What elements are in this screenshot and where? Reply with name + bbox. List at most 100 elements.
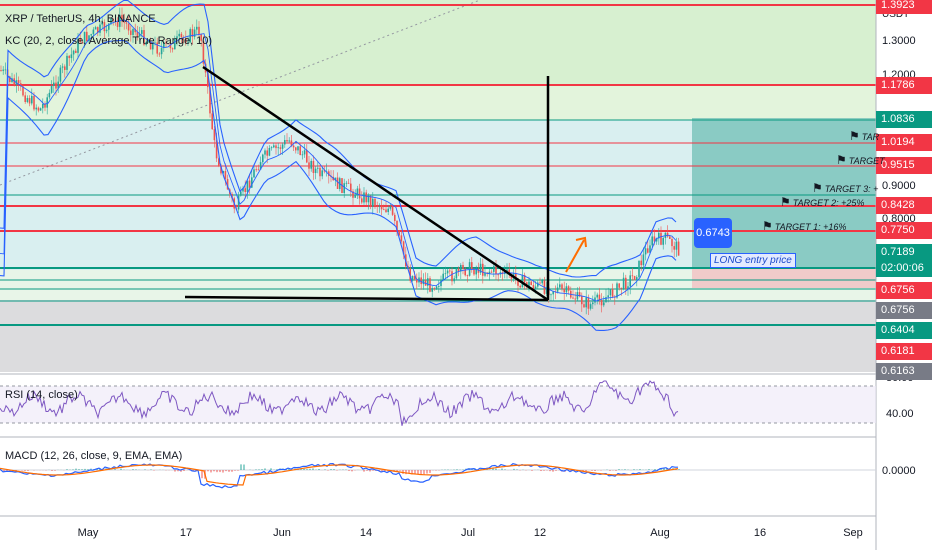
candle-body bbox=[662, 237, 664, 245]
lower-zone-fill bbox=[0, 300, 876, 372]
candle-body bbox=[70, 54, 73, 59]
macd-histogram-bar bbox=[303, 468, 305, 470]
candle-body bbox=[622, 277, 625, 289]
candle-body bbox=[77, 38, 79, 53]
macd-histogram-bar bbox=[261, 469, 263, 470]
level-badge: 1.3923 bbox=[876, 0, 932, 14]
candle-body bbox=[319, 167, 321, 177]
macd-histogram-bar bbox=[408, 470, 410, 474]
dotted-trendline[interactable] bbox=[0, 0, 481, 186]
candle-body bbox=[167, 43, 169, 45]
kc-indicator-label[interactable]: KC (20, 2, close, Average True Range, 10… bbox=[5, 35, 213, 47]
price-tick: 0.9000 bbox=[882, 180, 916, 192]
candle-body bbox=[176, 36, 178, 39]
candle-body bbox=[334, 177, 337, 181]
candle-body bbox=[112, 18, 114, 21]
macd-histogram-bar bbox=[330, 469, 332, 470]
candle-body bbox=[50, 86, 53, 93]
candle-body bbox=[633, 276, 636, 281]
macd-histogram-bar bbox=[54, 470, 56, 471]
horizontal-support-trendline[interactable] bbox=[184, 295, 549, 302]
rsi-pane-label[interactable]: RSI (14, close) bbox=[5, 389, 78, 401]
macd-pane-label[interactable]: MACD (12, 26, close, 9, EMA, EMA) bbox=[5, 450, 183, 462]
level-badge: 0.8428 bbox=[876, 197, 932, 214]
macd-histogram-bar bbox=[624, 469, 626, 470]
candle-body bbox=[169, 43, 172, 49]
candle-body bbox=[209, 87, 211, 114]
candle-body bbox=[72, 50, 75, 55]
macd-histogram-bar bbox=[549, 470, 551, 472]
macd-line bbox=[0, 462, 678, 489]
macd-histogram-bar bbox=[174, 470, 176, 472]
time-label: Jul bbox=[461, 527, 475, 539]
kc-upper-band bbox=[0, 0, 677, 278]
macd-histogram-bar bbox=[501, 468, 503, 470]
candle-body bbox=[508, 269, 510, 275]
time-axis[interactable]: May 17 Jun 14 Jul 12 Aug 16 Sep bbox=[78, 527, 863, 539]
macd-histogram-bar bbox=[213, 470, 215, 472]
macd-histogram-bar bbox=[639, 469, 641, 470]
macd-histogram-bar bbox=[381, 470, 383, 472]
candle-body bbox=[321, 170, 323, 177]
candle-body bbox=[477, 268, 480, 273]
candle-body bbox=[433, 288, 436, 289]
candle-body bbox=[295, 147, 297, 151]
candle-body bbox=[275, 145, 277, 149]
candle-body bbox=[363, 192, 365, 203]
candle-body bbox=[638, 260, 640, 278]
candle-body bbox=[312, 160, 315, 173]
candle-body bbox=[75, 50, 77, 53]
macd-histogram-bar bbox=[435, 470, 437, 471]
candle-body bbox=[99, 24, 101, 33]
macd-histogram-bar bbox=[420, 470, 422, 475]
candle-body bbox=[68, 55, 70, 59]
macd-histogram-bar bbox=[90, 468, 92, 470]
support-lines[interactable] bbox=[0, 119, 876, 326]
macd-histogram-bar bbox=[351, 470, 353, 472]
macd-histogram-bar bbox=[618, 469, 620, 470]
candle-body bbox=[0, 70, 2, 71]
candle-body bbox=[42, 103, 44, 109]
macd-histogram-bar bbox=[399, 470, 401, 471]
macd-histogram-bar bbox=[552, 470, 554, 472]
candle-body bbox=[154, 42, 156, 44]
candle-body bbox=[171, 48, 174, 50]
level-badge: 0.6756 bbox=[876, 282, 932, 299]
macd-histogram-bar bbox=[615, 470, 617, 471]
candle-body bbox=[493, 266, 495, 272]
candle-body bbox=[600, 299, 603, 306]
candle-body bbox=[583, 304, 585, 308]
candle-body bbox=[658, 232, 660, 239]
target-label: TARGET 1: +16% bbox=[762, 219, 847, 233]
symbol-title[interactable]: XRP / TetherUS, 4h, BINANCE bbox=[5, 13, 156, 25]
candle-body bbox=[644, 248, 647, 255]
candle-body bbox=[523, 274, 526, 283]
candle-body bbox=[350, 183, 352, 192]
entry-price-badge[interactable]: 0.6743 bbox=[694, 218, 732, 248]
long-position-stop-box[interactable] bbox=[692, 268, 876, 288]
level-badge: 1.0836 bbox=[876, 111, 932, 128]
macd-histogram-bar bbox=[51, 470, 53, 471]
candle-body bbox=[488, 271, 491, 274]
candle-body bbox=[642, 254, 645, 266]
candle-body bbox=[37, 107, 40, 111]
candle-body bbox=[541, 280, 543, 284]
macd-histogram-bar bbox=[402, 470, 404, 474]
macd-histogram-bar bbox=[540, 470, 542, 472]
candle-body bbox=[669, 236, 671, 239]
candle-body bbox=[286, 140, 288, 142]
candle-body bbox=[552, 291, 554, 295]
candle-body bbox=[160, 48, 163, 55]
entry-label[interactable]: LONG entry price bbox=[710, 253, 796, 268]
target-label: TAR bbox=[849, 129, 879, 143]
candle-body bbox=[618, 283, 620, 288]
candle-body bbox=[402, 241, 405, 255]
candle-body bbox=[561, 284, 563, 289]
candle-body bbox=[251, 177, 253, 188]
macd-histogram-bar bbox=[78, 469, 80, 470]
candle-body bbox=[530, 281, 532, 286]
candle-body bbox=[651, 236, 653, 246]
descending-trendline[interactable] bbox=[202, 65, 549, 302]
candle-body bbox=[86, 31, 88, 42]
